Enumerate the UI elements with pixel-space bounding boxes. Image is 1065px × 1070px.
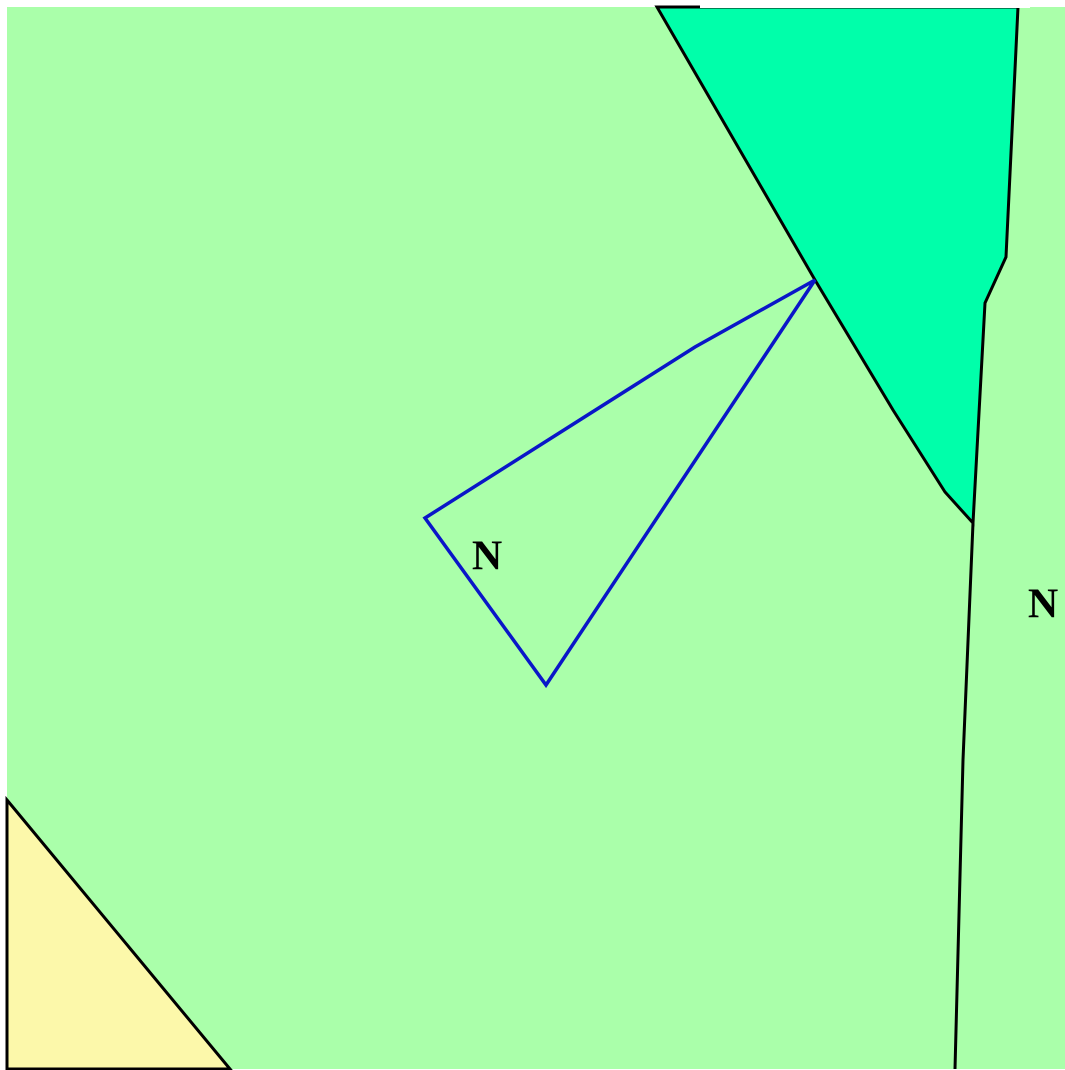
map-label: N [1028, 582, 1058, 628]
edge-mask [700, 5, 1030, 8]
map-label: N [472, 534, 502, 580]
boundary-line [953, 522, 975, 1070]
selection-triangle [422, 278, 817, 689]
yellow-area [5, 795, 233, 1070]
